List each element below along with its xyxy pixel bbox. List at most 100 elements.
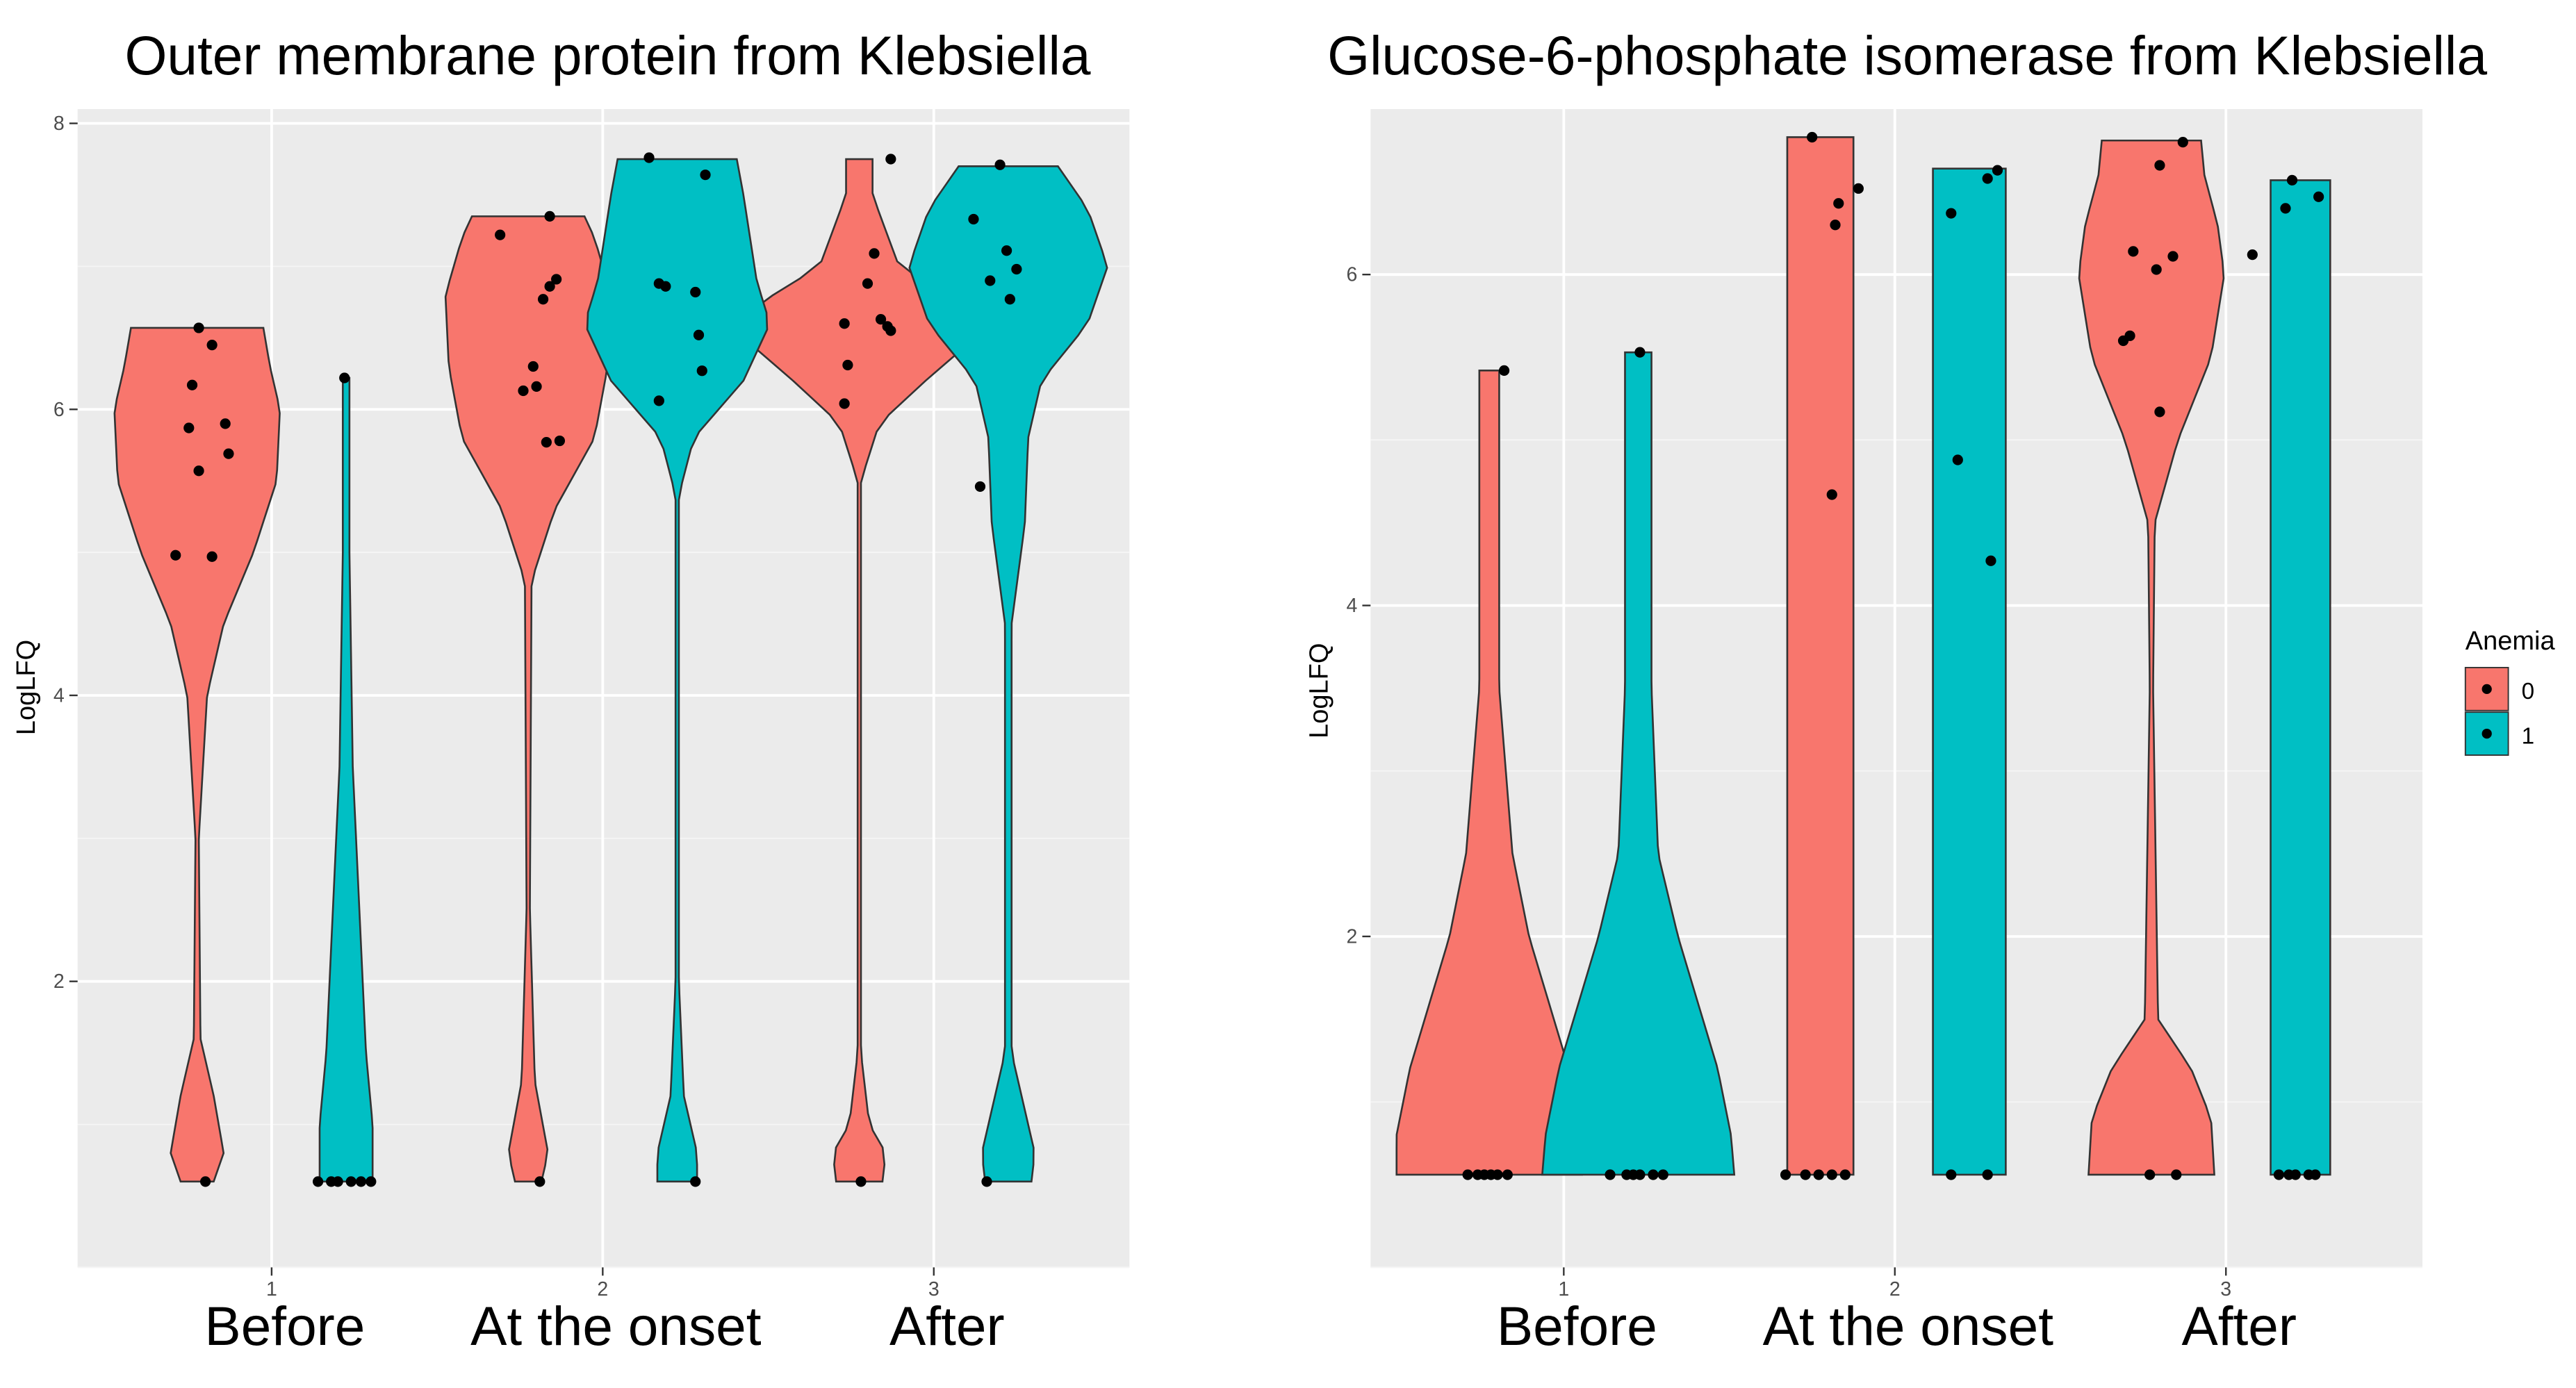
- data-point: [206, 551, 218, 562]
- data-point: [2247, 249, 2258, 261]
- legend-key-0-dot: [2481, 684, 2492, 694]
- data-point: [2177, 137, 2188, 148]
- data-point: [183, 422, 195, 433]
- data-point: [1826, 1169, 1837, 1180]
- data-point: [2151, 264, 2162, 275]
- data-point: [1498, 365, 1510, 376]
- violin-1-group-3: [908, 165, 1108, 1183]
- data-point: [1833, 198, 1844, 209]
- data-point: [355, 1176, 367, 1187]
- data-point: [495, 229, 506, 240]
- data-point: [968, 213, 979, 225]
- legend-key-1-dot: [2481, 728, 2492, 739]
- data-point: [1952, 454, 1963, 465]
- data-point: [1657, 1169, 1668, 1180]
- data-point: [2167, 251, 2179, 262]
- data-point: [690, 1176, 701, 1187]
- data-point: [994, 159, 1006, 170]
- right-points: [1462, 131, 2324, 1180]
- right-chart: Glucose-6-phosphate isomerase from Klebs…: [1305, 25, 2488, 1357]
- y-tick-label: 8: [54, 113, 65, 135]
- violin-0-group-1: [113, 327, 281, 1183]
- violin-1-group-3: [2270, 179, 2331, 1176]
- data-point: [1992, 165, 2003, 176]
- data-point: [885, 154, 896, 165]
- group-label: Before: [1497, 1296, 1657, 1357]
- data-point: [1004, 294, 1015, 305]
- legend: Anemia 0 1: [2464, 627, 2555, 756]
- data-point: [839, 318, 850, 329]
- data-point: [2273, 1169, 2285, 1180]
- data-point: [875, 313, 887, 325]
- data-point: [1946, 1169, 1957, 1180]
- data-point: [2310, 1169, 2321, 1180]
- data-point: [842, 359, 853, 371]
- data-point: [1605, 1169, 1616, 1180]
- data-point: [981, 1176, 992, 1187]
- data-point: [531, 381, 542, 392]
- data-point: [690, 286, 701, 298]
- data-point: [2313, 191, 2324, 202]
- data-point: [551, 274, 562, 285]
- data-point: [193, 322, 204, 333]
- data-point: [643, 152, 655, 163]
- data-point: [339, 372, 350, 383]
- data-point: [653, 395, 664, 406]
- data-point: [869, 248, 880, 259]
- data-point: [1800, 1169, 1811, 1180]
- x-tick-label: 3: [928, 1278, 940, 1300]
- data-point: [193, 465, 204, 477]
- data-point: [839, 398, 850, 409]
- group-label: After: [889, 1296, 1005, 1357]
- data-point: [312, 1176, 324, 1187]
- data-point: [1826, 489, 1837, 500]
- data-point: [1853, 183, 1864, 194]
- data-point: [1982, 1169, 1993, 1180]
- x-tick-label: 3: [2220, 1278, 2231, 1300]
- data-point: [1813, 1169, 1824, 1180]
- data-point: [985, 275, 996, 286]
- data-point: [1780, 1169, 1791, 1180]
- data-point: [1830, 220, 1841, 231]
- violin-0-group-2: [444, 215, 612, 1183]
- y-tick-label: 6: [54, 399, 65, 421]
- data-point: [186, 379, 198, 390]
- left-y-axis: 2 4 6 8: [54, 113, 78, 993]
- data-point: [1492, 1169, 1503, 1180]
- legend-entry-1: 1: [2464, 711, 2534, 756]
- data-point: [885, 325, 896, 336]
- data-point: [1011, 263, 1022, 275]
- data-point: [1985, 555, 1996, 566]
- y-tick-label: 4: [54, 684, 65, 707]
- group-label: At the onset: [470, 1296, 762, 1357]
- data-point: [534, 1176, 545, 1187]
- data-point: [170, 550, 181, 561]
- data-point: [345, 1176, 356, 1187]
- data-point: [1502, 1169, 1513, 1180]
- right-violins: [1395, 136, 2331, 1176]
- data-point: [527, 361, 539, 372]
- data-point: [332, 1176, 343, 1187]
- data-point: [2154, 160, 2165, 171]
- data-point: [2290, 1169, 2301, 1180]
- legend-key-0: [2464, 666, 2509, 711]
- group-label: After: [2181, 1296, 2297, 1357]
- x-tick-label: 2: [1889, 1278, 1901, 1300]
- left-points: [170, 152, 1022, 1187]
- violin-1-group-2: [586, 158, 769, 1183]
- data-point: [855, 1176, 867, 1187]
- data-point: [223, 448, 234, 459]
- left-chart-title: Outer membrane protein from Klebsiella: [124, 25, 1090, 86]
- right-chart-title: Glucose-6-phosphate isomerase from Klebs…: [1327, 25, 2487, 86]
- data-point: [1839, 1169, 1851, 1180]
- data-point: [544, 210, 555, 222]
- violin-0-group-2: [1786, 136, 1855, 1176]
- data-point: [700, 170, 711, 181]
- violin-0-group-3: [2078, 139, 2225, 1176]
- data-point: [1982, 173, 1993, 184]
- group-label: Before: [204, 1296, 365, 1357]
- data-point: [544, 281, 555, 292]
